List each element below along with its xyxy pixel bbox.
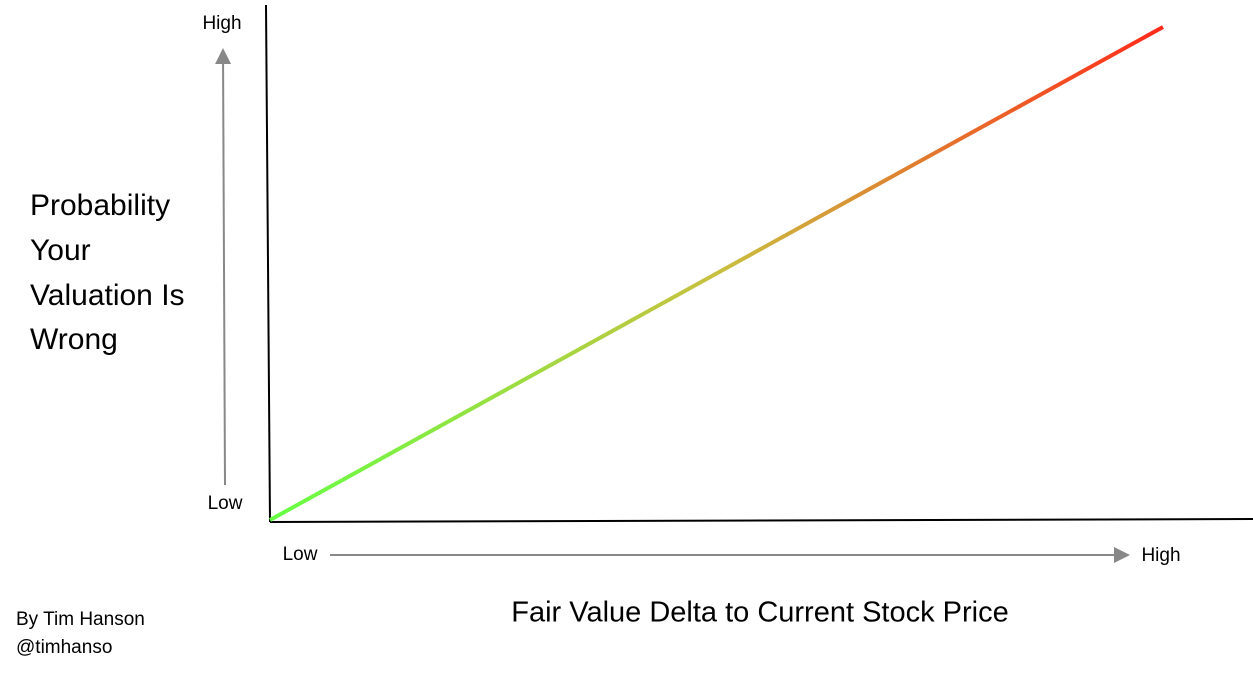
y-axis-line xyxy=(265,4,271,523)
y-high-label: High xyxy=(202,13,241,34)
trend-line xyxy=(269,25,1164,522)
credit-author: By Tim Hanson xyxy=(16,609,145,630)
y-title-line: Valuation Is xyxy=(30,279,185,312)
x-title: Fair Value Delta to Current Stock Price xyxy=(511,597,1009,629)
y-title-line: Probability xyxy=(30,189,170,222)
x-axis-line xyxy=(269,518,1253,523)
credit-handle: @timhanso xyxy=(16,637,112,658)
x-low-label: Low xyxy=(283,544,318,565)
x-high-label: High xyxy=(1141,545,1180,566)
y-low-label: Low xyxy=(208,493,243,514)
y-title-line: Your xyxy=(30,234,91,267)
y-arrow xyxy=(215,48,232,486)
y-title-line: Wrong xyxy=(30,323,118,356)
